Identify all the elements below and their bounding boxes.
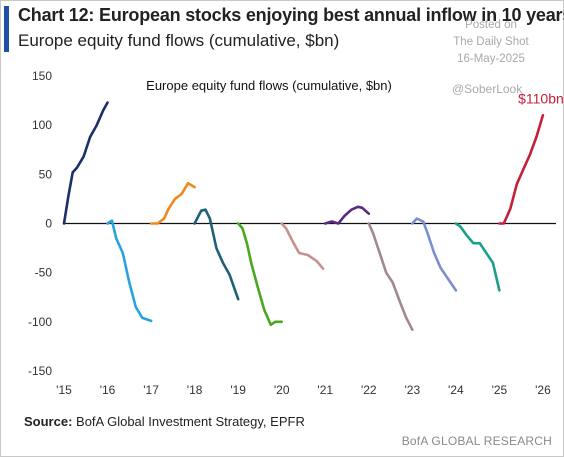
source-note: Source: BofA Global Investment Strategy,… [24,414,305,429]
series-line-11 [498,114,545,225]
brand-label: BofA GLOBAL RESEARCH [401,434,552,448]
y-tick-label: 0 [45,217,52,231]
series-line-2 [106,219,153,323]
x-tick-label: '22 [361,383,377,397]
source-label: Source: [24,414,73,429]
series-line-6 [280,222,325,270]
annotation-label: $110bn [518,90,564,106]
x-tick-label: '23 [404,383,420,397]
x-tick-label: '25 [492,383,508,397]
x-tick-label: '16 [100,383,116,397]
series-line-10 [454,222,501,292]
y-tick-label: 100 [32,118,52,132]
y-tick-label: 50 [39,167,53,181]
x-tick-label: '21 [317,383,333,397]
x-tick-label: '18 [187,383,203,397]
series-line-8 [367,222,414,331]
watermark: Posted on The Daily Shot 16-May-2025 [431,17,551,68]
y-tick-label: -50 [35,266,53,280]
series-line-1 [62,101,109,225]
y-tick-label: -100 [28,315,52,329]
chart-title: Chart 12: European stocks enjoying best … [18,5,564,25]
x-tick-label: '15 [56,383,72,397]
accent-bar [4,6,9,52]
chart-subtitle: Europe equity fund flows (cumulative, $b… [18,31,340,50]
series-line-7 [323,205,371,225]
y-tick-label: -150 [28,364,52,378]
series-line-3 [149,181,196,225]
series-line-4 [193,208,240,301]
watermark-line-2: The Daily Shot [453,36,529,48]
watermark-handle: @SoberLook [452,82,523,96]
inner-chart-title: Europe equity fund flows (cumulative, $b… [146,78,392,93]
y-tick-label: 150 [32,69,52,83]
x-tick-label: '26 [535,383,551,397]
series-line-9 [411,217,458,292]
watermark-line-3: 16-May-2025 [457,53,525,65]
x-tick-label: '20 [274,383,290,397]
series-line-5 [236,222,283,327]
x-tick-label: '19 [230,383,246,397]
x-tick-label: '17 [143,383,159,397]
source-text: BofA Global Investment Strategy, EPFR [72,414,305,429]
watermark-line-1: Posted on [465,19,517,31]
x-tick-label: '24 [448,383,464,397]
